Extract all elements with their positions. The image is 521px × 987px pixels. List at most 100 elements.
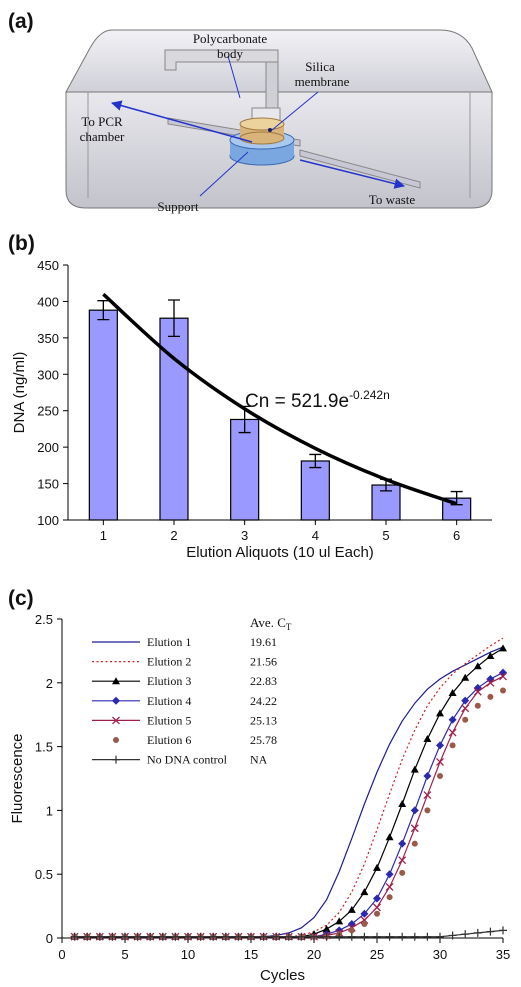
- diagram-label: To waste: [369, 192, 416, 207]
- y-tick-label: 300: [37, 367, 59, 382]
- marker: [398, 800, 407, 808]
- marker: [410, 765, 419, 773]
- series-line: [74, 637, 504, 938]
- marker: [234, 932, 243, 941]
- series-line: [74, 646, 504, 938]
- y-tick-label: 150: [37, 477, 59, 492]
- marker: [83, 932, 92, 941]
- marker: [436, 741, 444, 750]
- bar: [88, 309, 118, 521]
- diagram-label: To PCR: [81, 114, 123, 129]
- x-tick-label: 30: [433, 947, 447, 962]
- x-tick-label: 5: [382, 528, 389, 543]
- legend-ct: NA: [250, 753, 268, 767]
- marker: [112, 696, 120, 705]
- marker: [410, 824, 419, 833]
- marker: [335, 917, 344, 925]
- y-axis-label: DNA (ng/ml): [11, 352, 28, 434]
- marker: [385, 870, 394, 879]
- x-tick-label: 20: [307, 947, 321, 962]
- marker: [486, 927, 495, 936]
- y-tick-label: 0: [46, 931, 53, 946]
- panel-label: (b): [8, 232, 35, 255]
- x-tick-label: 15: [244, 947, 258, 962]
- legend-label: Elution 4: [147, 694, 191, 708]
- marker: [121, 932, 129, 941]
- x-tick-label: 35: [496, 947, 510, 962]
- marker: [373, 894, 381, 903]
- marker: [448, 715, 457, 724]
- y-tick-label: 2: [46, 676, 53, 691]
- marker: [360, 888, 369, 896]
- y-tick-label: 450: [37, 258, 59, 273]
- y-tick-label: 400: [37, 294, 59, 309]
- x-axis-label: Cycles: [260, 967, 305, 984]
- device-diagram: [65, 29, 493, 209]
- marker: [108, 932, 117, 941]
- marker: [310, 932, 318, 941]
- error-bar: [309, 453, 322, 469]
- marker: [184, 932, 192, 941]
- marker: [112, 755, 120, 764]
- legend-label: No DNA control: [147, 753, 228, 767]
- bar: [300, 460, 330, 521]
- marker: [449, 742, 456, 749]
- marker: [436, 709, 444, 717]
- legend-ct: 19.61: [250, 635, 277, 649]
- y-tick-label: 200: [37, 440, 59, 455]
- diagram-label: chamber: [80, 129, 125, 144]
- marker: [487, 693, 494, 700]
- x-axis-label: Elution Aliquots (10 ul Each): [186, 544, 374, 561]
- marker: [398, 856, 407, 865]
- diagram-label: body: [217, 46, 244, 61]
- marker: [473, 928, 482, 937]
- y-tick-label: 0.5: [35, 867, 53, 882]
- legend-header-sub: T: [286, 622, 292, 632]
- marker: [411, 840, 418, 847]
- marker: [112, 716, 120, 725]
- marker: [70, 932, 79, 941]
- marker: [158, 932, 167, 941]
- x-tick-label: 6: [453, 528, 460, 543]
- marker: [436, 932, 444, 941]
- marker: [133, 932, 142, 941]
- marker: [474, 702, 481, 709]
- legend-label: Elution 5: [147, 713, 191, 727]
- marker: [112, 677, 120, 685]
- marker: [146, 932, 155, 941]
- legend-ct: 25.13: [250, 713, 277, 727]
- equation-text: Cn = 521.9e: [245, 391, 349, 412]
- marker: [423, 791, 432, 800]
- marker: [486, 652, 495, 660]
- marker: [461, 930, 470, 939]
- marker: [436, 757, 444, 766]
- marker: [361, 920, 368, 927]
- marker: [423, 932, 432, 941]
- x-tick-label: 0: [58, 947, 65, 962]
- x-tick-label: 1: [100, 528, 107, 543]
- marker: [386, 894, 393, 901]
- x-tick-label: 3: [241, 528, 248, 543]
- marker: [322, 932, 331, 941]
- y-tick-label: 1: [46, 803, 53, 818]
- marker: [360, 909, 369, 918]
- y-axis-label: Fluorescence: [9, 733, 26, 823]
- marker: [448, 728, 457, 737]
- x-tick-label: 2: [170, 528, 177, 543]
- marker: [348, 927, 355, 934]
- marker: [297, 932, 306, 941]
- marker: [461, 704, 470, 713]
- marker: [196, 932, 205, 941]
- diagram-label: membrane: [295, 74, 350, 89]
- legend-label: Elution 1: [147, 635, 191, 649]
- marker: [448, 689, 457, 697]
- marker: [247, 932, 255, 941]
- marker: [461, 696, 470, 705]
- marker: [373, 863, 381, 871]
- marker: [500, 687, 506, 694]
- y-tick-label: 350: [37, 331, 59, 346]
- marker: [259, 932, 268, 941]
- diagram-label: Silica: [305, 59, 335, 74]
- marker: [373, 932, 381, 941]
